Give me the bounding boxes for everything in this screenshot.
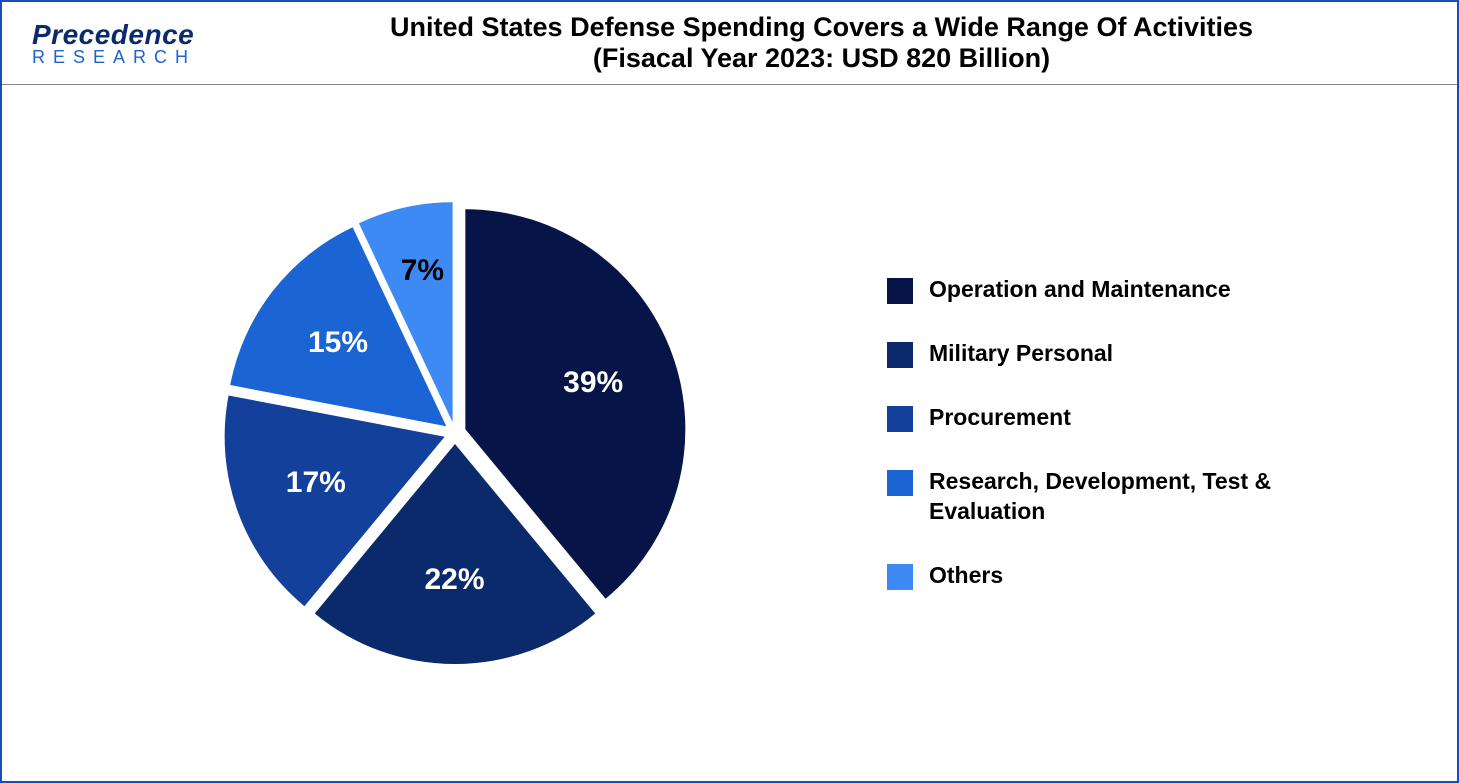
legend-label: Procurement [929, 403, 1071, 433]
pie-chart-area: 39% 22% 17% 15% 7% [42, 183, 867, 683]
chart-title: United States Defense Spending Covers a … [216, 12, 1427, 74]
legend-swatch [887, 342, 913, 368]
slice-data-label: 17% [286, 466, 346, 500]
header: Precedence RESEARCH United States Defens… [2, 2, 1457, 85]
legend-label: Military Personal [929, 339, 1113, 369]
content-area: 39% 22% 17% 15% 7% Operation and Maintenance… [2, 85, 1457, 781]
legend-item: Military Personal [887, 339, 1417, 369]
slice-data-label: 22% [424, 563, 484, 597]
legend-item: Others [887, 561, 1417, 591]
brand-logo: Precedence RESEARCH [32, 19, 196, 68]
pie-chart: 39% 22% 17% 15% 7% [205, 183, 705, 683]
chart-frame: Precedence RESEARCH United States Defens… [0, 0, 1459, 783]
legend-swatch [887, 406, 913, 432]
legend-swatch [887, 564, 913, 590]
slice-data-label: 15% [308, 326, 368, 360]
legend-label: Others [929, 561, 1003, 591]
title-line-1: United States Defense Spending Covers a … [216, 12, 1427, 43]
legend-swatch [887, 278, 913, 304]
logo-bottom-text: RESEARCH [32, 47, 196, 68]
legend-label: Operation and Maintenance [929, 275, 1231, 305]
slice-data-label: 7% [401, 254, 444, 288]
legend-label: Research, Development, Test & Evaluation [929, 467, 1309, 527]
slice-data-label: 39% [563, 366, 623, 400]
legend-item: Research, Development, Test & Evaluation [887, 467, 1417, 527]
legend-item: Procurement [887, 403, 1417, 433]
title-line-2: (Fisacal Year 2023: USD 820 Billion) [216, 43, 1427, 74]
legend: Operation and Maintenance Military Person… [867, 275, 1417, 590]
legend-item: Operation and Maintenance [887, 275, 1417, 305]
legend-swatch [887, 470, 913, 496]
